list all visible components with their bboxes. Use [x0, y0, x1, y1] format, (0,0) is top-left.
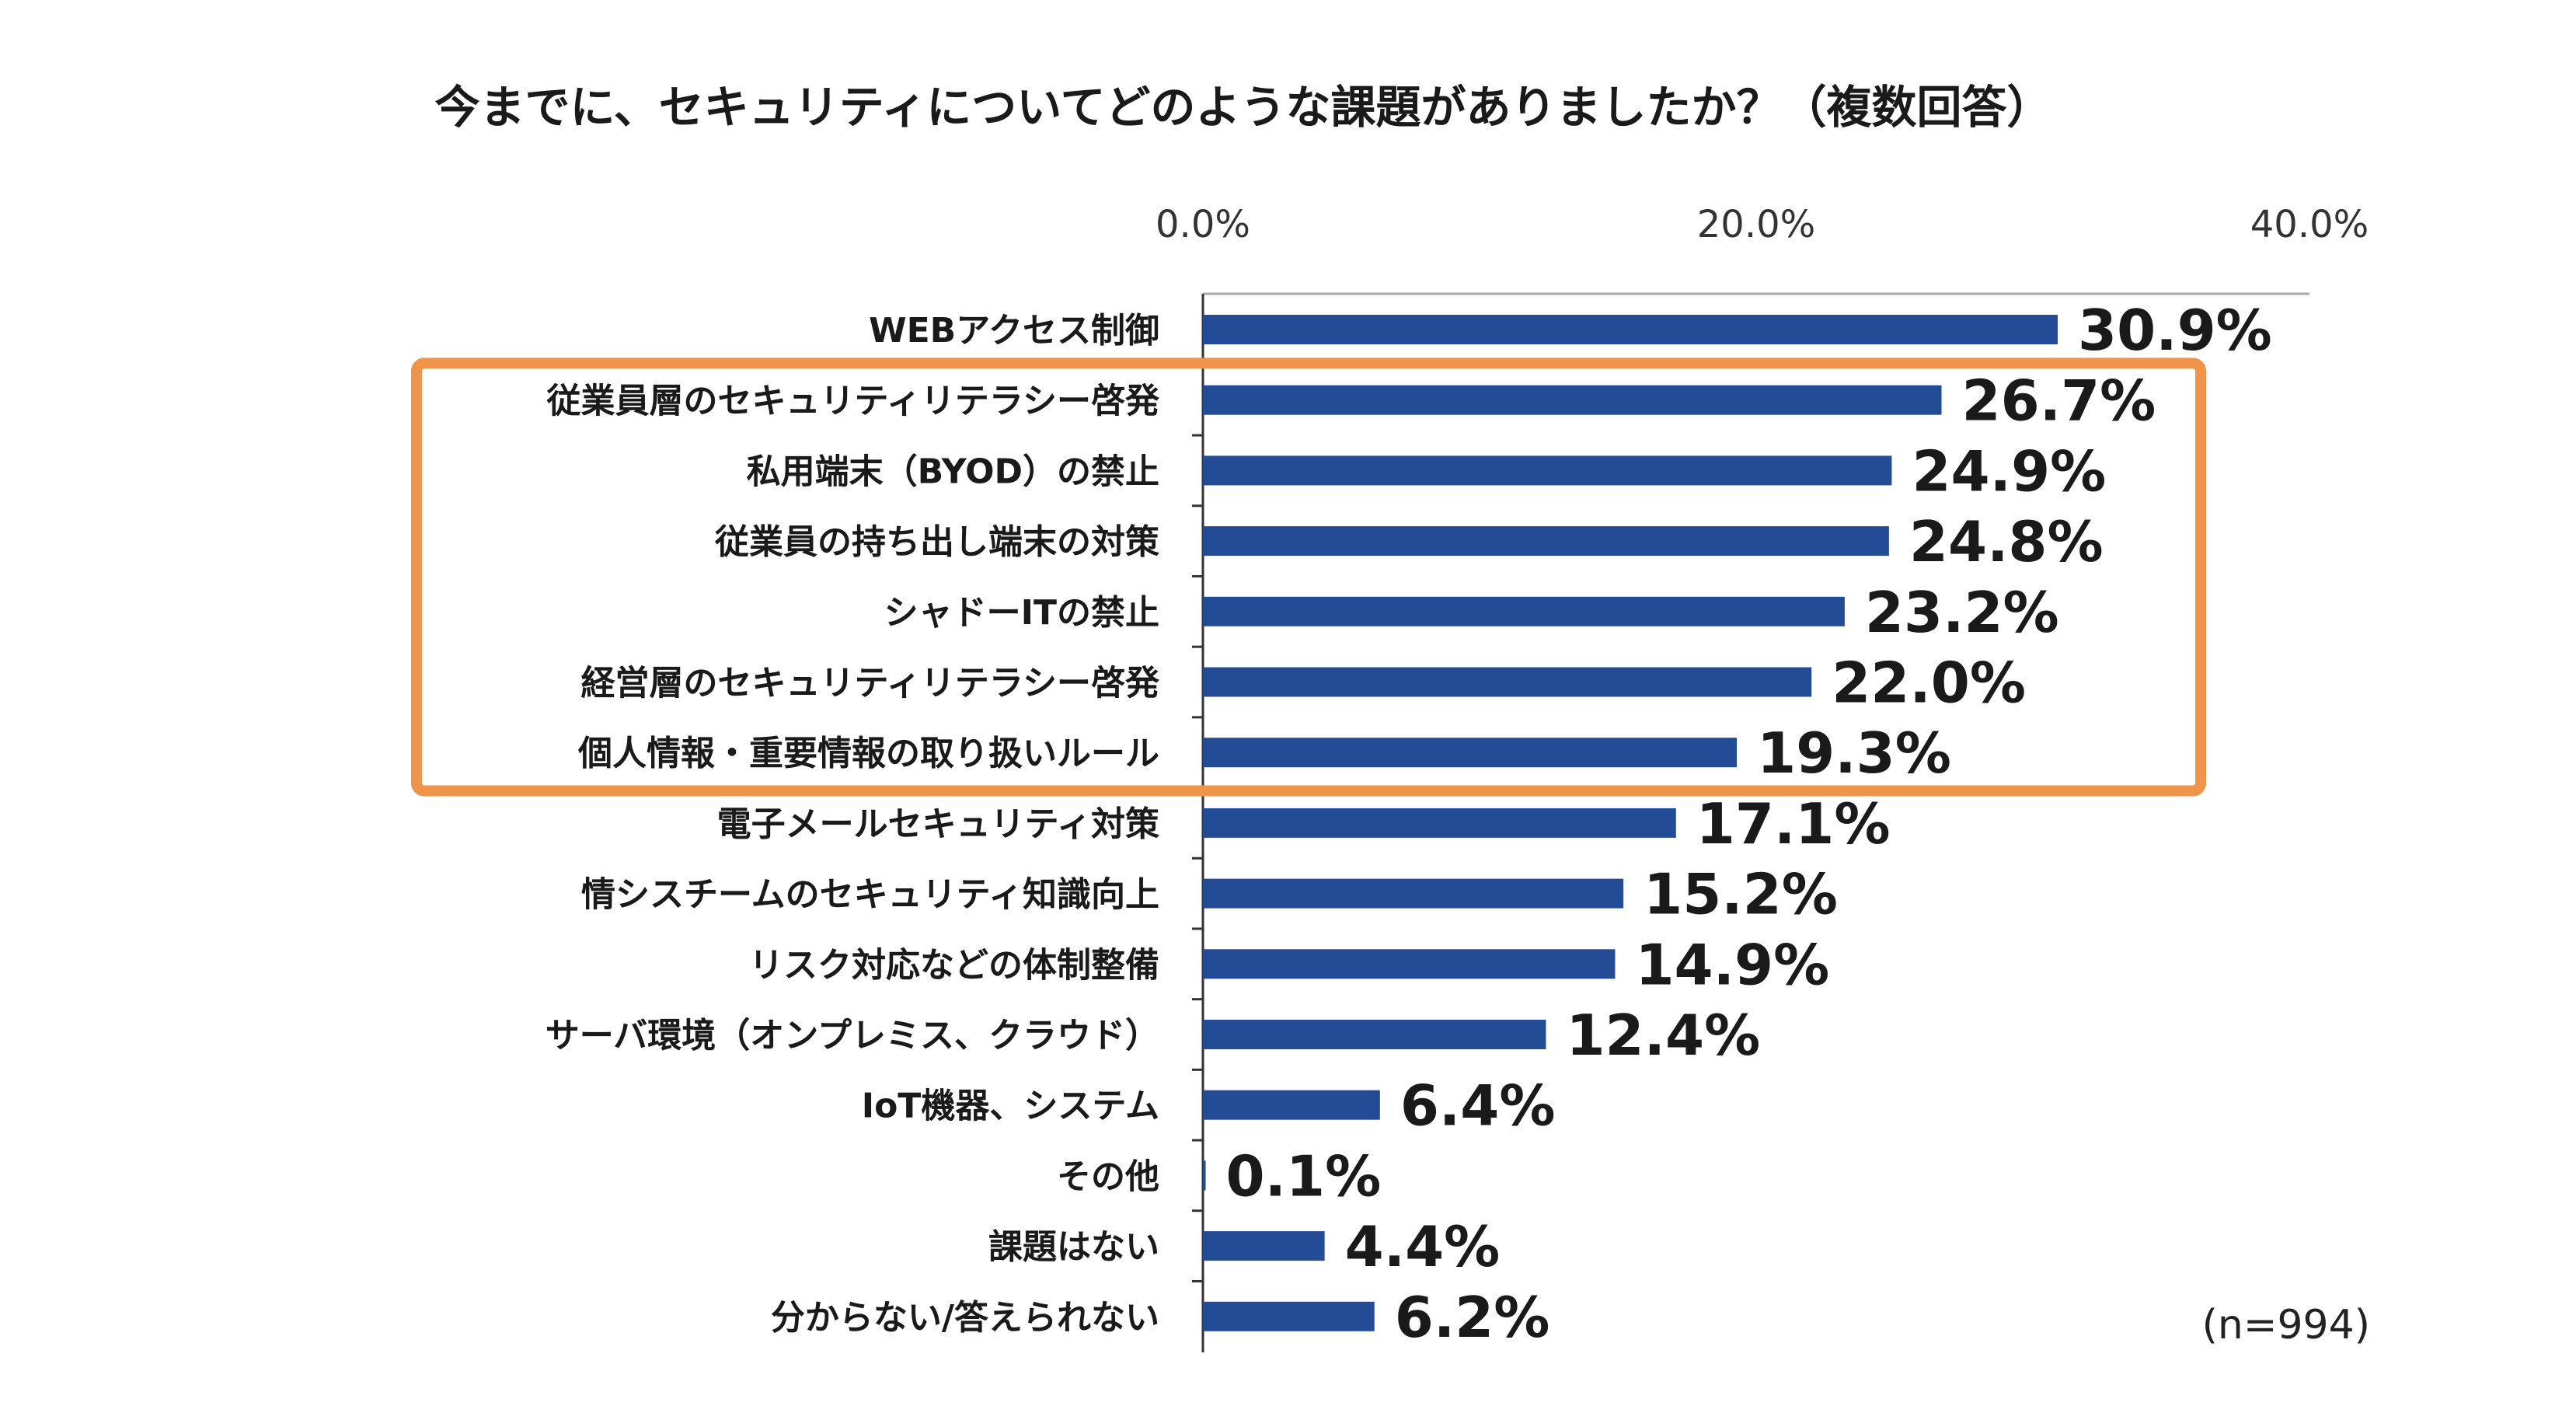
bar — [1203, 1160, 1206, 1191]
bar — [1203, 808, 1676, 838]
bar — [1203, 385, 1942, 415]
bar — [1203, 1090, 1380, 1120]
bar — [1203, 455, 1892, 486]
category-label: 分からない/答えられない — [771, 1298, 1159, 1338]
data-label: 15.2% — [1644, 862, 1838, 927]
data-label: 0.1% — [1226, 1143, 1382, 1209]
category-label: リスク対応などの体制整備 — [749, 945, 1159, 985]
data-label: 26.7% — [1962, 368, 2156, 434]
category-label: 従業員層のセキュリティリテラシー啓発 — [546, 382, 1160, 421]
bar — [1203, 1231, 1325, 1261]
data-label: 23.2% — [1865, 580, 2059, 645]
data-label: 6.2% — [1395, 1285, 1550, 1350]
data-label: 12.4% — [1566, 1003, 1760, 1068]
category-label: 私用端末（BYOD）の禁止 — [747, 452, 1159, 491]
bar-series — [1203, 315, 2058, 1331]
category-label: サーバ環境（オンプレミス、クラウド） — [546, 1016, 1159, 1055]
value-labels: 30.9%26.7%24.9%24.8%23.2%22.0%19.3%17.1%… — [1226, 298, 2272, 1350]
data-label: 22.0% — [1832, 651, 2026, 716]
bar — [1203, 526, 1889, 556]
category-label: 従業員の持ち出し端末の対策 — [714, 522, 1159, 562]
category-label: 個人情報・重要情報の取り扱いルール — [577, 734, 1159, 773]
chart-title: 今までに、セキュリティについてどのような課題がありましたか？（複数回答） — [434, 81, 2051, 134]
bar — [1203, 596, 1845, 626]
category-label: 電子メールセキュリティ対策 — [717, 804, 1159, 844]
category-label: 経営層のセキュリティリテラシー啓発 — [581, 664, 1160, 703]
bar — [1203, 738, 1738, 768]
category-label: シャドーITの禁止 — [884, 593, 1159, 633]
bar — [1203, 315, 2058, 344]
category-label: 情シスチームのセキュリティ知識向上 — [581, 875, 1159, 915]
category-label: WEBアクセス制御 — [869, 311, 1159, 351]
category-labels: WEBアクセス制御従業員層のセキュリティリテラシー啓発私用端末（BYOD）の禁止… — [546, 311, 1160, 1338]
data-label: 24.8% — [1909, 509, 2104, 574]
category-label: 課題はない — [988, 1227, 1159, 1267]
data-label: 19.3% — [1757, 720, 1951, 786]
x-tick-label: 20.0% — [1697, 203, 1815, 246]
bar — [1203, 1020, 1546, 1049]
x-tick-label: 0.0% — [1156, 203, 1250, 246]
data-label: 6.4% — [1400, 1073, 1556, 1139]
bar — [1203, 1301, 1375, 1331]
data-label: 24.9% — [1912, 438, 2106, 504]
category-label: IoT機器、システム — [862, 1087, 1159, 1126]
data-label: 14.9% — [1635, 932, 1829, 997]
highlight-box — [411, 358, 2206, 797]
sample-size-note: (n=994) — [2202, 1302, 2370, 1348]
data-label: 4.4% — [1345, 1214, 1501, 1279]
data-label: 17.1% — [1696, 791, 1891, 857]
bar — [1203, 878, 1624, 909]
x-tick-label: 40.0% — [2250, 203, 2369, 246]
category-label: その他 — [1057, 1157, 1159, 1196]
bar — [1203, 949, 1616, 979]
bar — [1203, 667, 1812, 697]
data-label: 30.9% — [2078, 298, 2272, 363]
